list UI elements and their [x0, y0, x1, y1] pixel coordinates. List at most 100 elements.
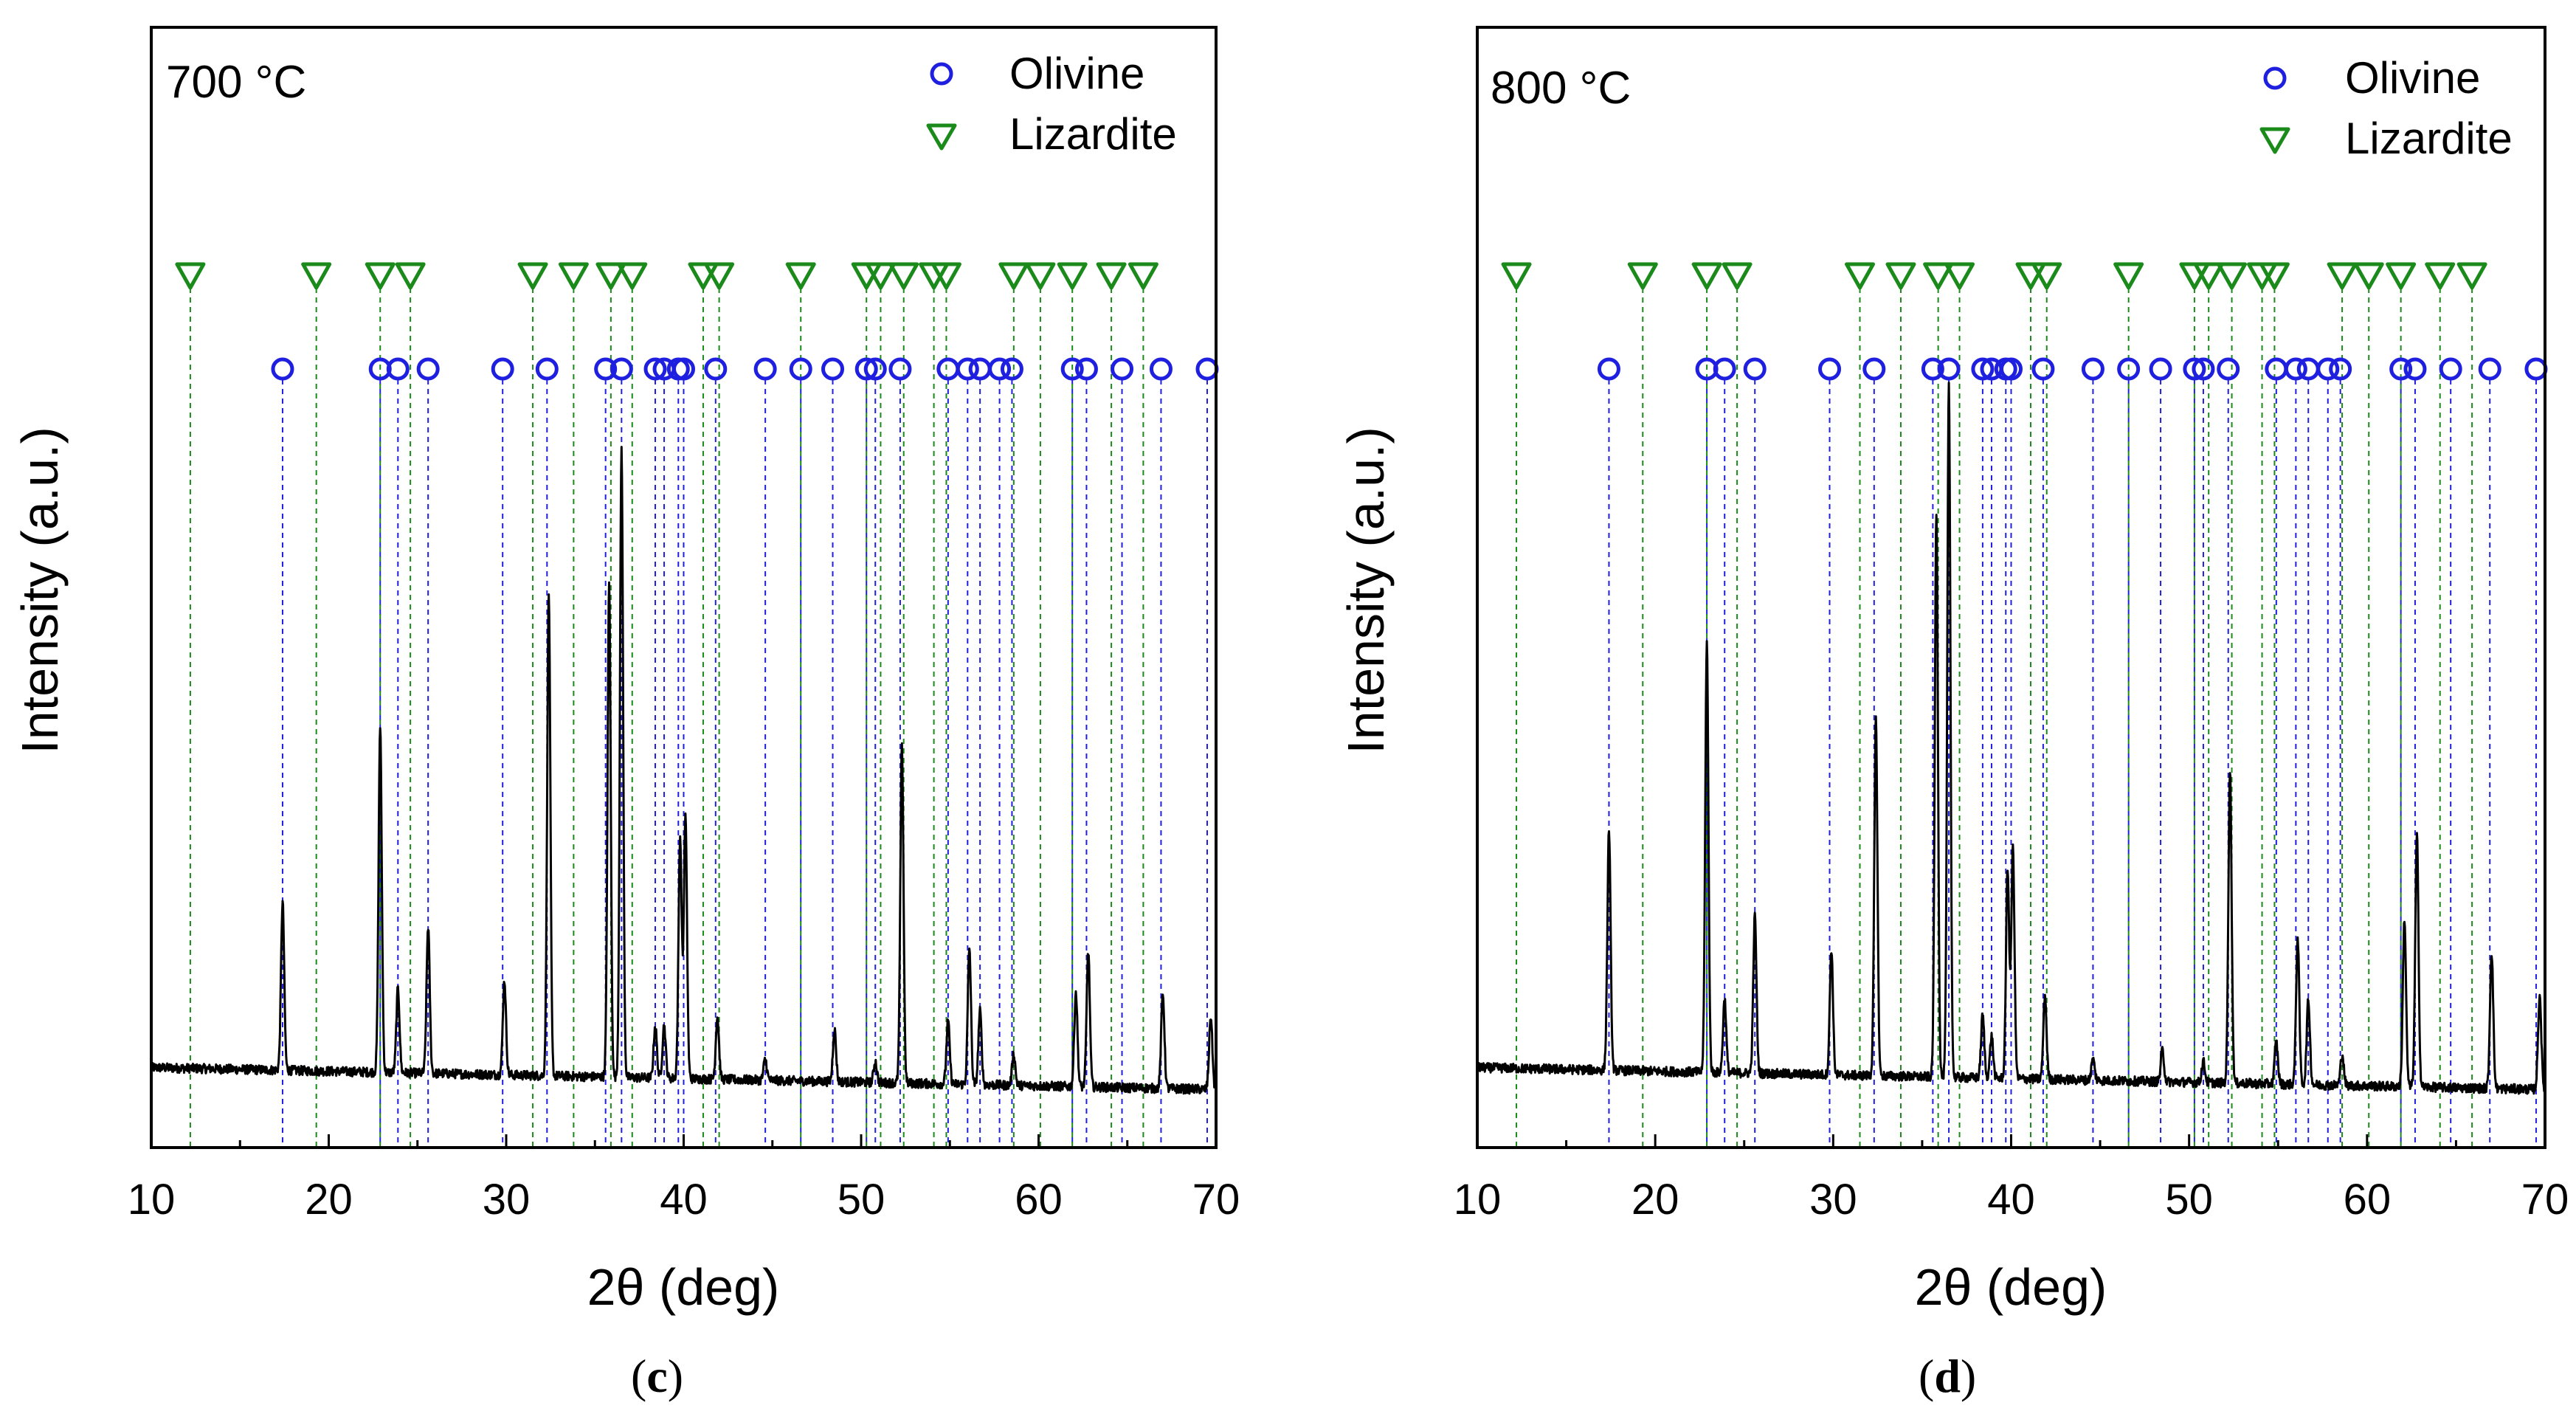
- olivine-marker: [2284, 357, 2307, 381]
- olivine-reference-lines: [281, 379, 1208, 1148]
- legend-lizardite-label: Lizardite: [2345, 114, 2513, 163]
- x-tick-label: 10: [1454, 1176, 1502, 1224]
- lizardite-marker: [1096, 262, 1127, 290]
- lizardite-marker: [2259, 262, 2290, 290]
- olivine-marker: [1713, 357, 1736, 381]
- olivine-marker: [1937, 357, 1961, 381]
- legend: Olivine Lizardite: [926, 49, 1177, 159]
- olivine-marker: [1971, 357, 1995, 381]
- x-tick-label: 40: [1987, 1176, 2035, 1224]
- olivine-markers: [271, 357, 1219, 381]
- lizardite-marker: [365, 262, 396, 290]
- x-axis-tick-labels: 10 20 30 40 50 60 70: [128, 1176, 1240, 1224]
- legend: Olivine Lizardite: [2259, 53, 2513, 163]
- lizardite-marker: [395, 262, 426, 290]
- lizardite-marker: [2353, 262, 2384, 290]
- olivine-marker: [704, 357, 728, 381]
- legend-lizardite-label: Lizardite: [1009, 109, 1177, 159]
- lizardite-marker: [1944, 262, 1975, 290]
- olivine-marker: [2439, 357, 2462, 381]
- x-tick-label: 50: [838, 1176, 885, 1224]
- xrd-pattern-line: [150, 446, 1218, 1095]
- legend-olivine-label: Olivine: [1009, 49, 1144, 98]
- olivine-marker: [2329, 357, 2352, 381]
- x-axis-tick-labels: 10 20 30 40 50 60 70: [1454, 1176, 2569, 1224]
- olivine-marker: [2000, 357, 2023, 381]
- legend-olivine-label: Olivine: [2345, 53, 2480, 103]
- lizardite-marker: [558, 262, 589, 290]
- x-axis-ticks: [1476, 1134, 2546, 1148]
- olivine-marker: [1074, 357, 1098, 381]
- lizardite-marker: [595, 262, 626, 290]
- olivine-marker: [1862, 357, 1886, 381]
- temperature-label: 700 °C: [166, 57, 306, 108]
- lizardite-marker: [1845, 262, 1876, 290]
- lizardite-marker: [930, 262, 961, 290]
- panel-letter: d: [1934, 1350, 1961, 1402]
- x-axis-ticks: [150, 1134, 1218, 1148]
- lizardite-marker: [1722, 262, 1753, 290]
- olivine-marker: [2316, 357, 2340, 381]
- lizardite-markers: [175, 262, 1158, 290]
- lizardite-marker: [704, 262, 735, 290]
- lizardite-marker: [1128, 262, 1158, 290]
- olivine-marker: [491, 357, 514, 381]
- lizardite-marker: [2015, 262, 2046, 290]
- olivine-marker: [2389, 357, 2413, 381]
- lizardite-marker: [2193, 262, 2224, 290]
- lizardite-marker: [1923, 262, 1954, 290]
- lizardite-marker: [2327, 262, 2358, 290]
- lizardite-markers: [1501, 262, 2487, 290]
- xrd-panel-d: 10 20 30 40 50 60 70 800 °C Olivine Lizardite …: [1337, 26, 2569, 1402]
- olivine-marker: [1060, 357, 1084, 381]
- y-axis-label: Intensity (a.u.): [1337, 427, 1395, 754]
- olivine-marker: [416, 357, 440, 381]
- y-axis-label: Intensity (a.u.): [11, 427, 69, 754]
- x-tick-label: 70: [1192, 1176, 1240, 1224]
- olivine-marker: [2217, 357, 2240, 381]
- olivine-marker: [594, 357, 618, 381]
- olivine-marker: [1000, 357, 1023, 381]
- x-tick-label: 30: [1809, 1176, 1857, 1224]
- legend-lizardite-triangle-icon: [2259, 127, 2290, 154]
- olivine-marker: [386, 357, 410, 381]
- olivine-marker: [821, 357, 845, 381]
- x-tick-label: 60: [2344, 1176, 2392, 1224]
- olivine-marker: [2183, 357, 2206, 381]
- legend-olivine-circle-icon: [2263, 66, 2287, 90]
- olivine-marker: [2031, 357, 2055, 381]
- olivine-marker: [2192, 357, 2215, 381]
- x-tick-label: 30: [483, 1176, 531, 1224]
- lizardite-marker: [2386, 262, 2417, 290]
- lizardite-marker: [1691, 262, 1722, 290]
- lizardite-marker: [1627, 262, 1658, 290]
- olivine-marker: [1111, 357, 1134, 381]
- x-tick-label: 50: [2165, 1176, 2213, 1224]
- olivine-marker: [1149, 357, 1173, 381]
- lizardite-marker: [2113, 262, 2144, 290]
- olivine-marker: [863, 357, 887, 381]
- panel-label: (d): [1919, 1350, 1976, 1402]
- olivine-marker: [1743, 357, 1767, 381]
- olivine-marker: [854, 357, 878, 381]
- olivine-marker: [753, 357, 777, 381]
- olivine-marker: [643, 357, 667, 381]
- xrd-panel-c: 10 20 30 40 50 60 70 700 °C Olivine Lizardite …: [11, 26, 1240, 1402]
- x-axis-label: 2θ (deg): [587, 1258, 780, 1316]
- lizardite-marker: [865, 262, 896, 290]
- lizardite-marker: [517, 262, 548, 290]
- olivine-marker: [789, 357, 812, 381]
- lizardite-marker: [888, 262, 919, 290]
- olivine-marker: [988, 357, 1012, 381]
- olivine-markers: [1597, 357, 2548, 381]
- x-axis-label: 2θ (deg): [1915, 1258, 2107, 1316]
- lizardite-marker: [2456, 262, 2487, 290]
- olivine-marker: [2403, 357, 2427, 381]
- olivine-marker: [2478, 357, 2501, 381]
- lizardite-marker: [998, 262, 1029, 290]
- olivine-marker: [888, 357, 912, 381]
- lizardite-marker: [2217, 262, 2248, 290]
- xrd-pattern-line: [1476, 382, 2546, 1095]
- lizardite-marker: [1057, 262, 1088, 290]
- legend-lizardite-triangle-icon: [926, 123, 957, 151]
